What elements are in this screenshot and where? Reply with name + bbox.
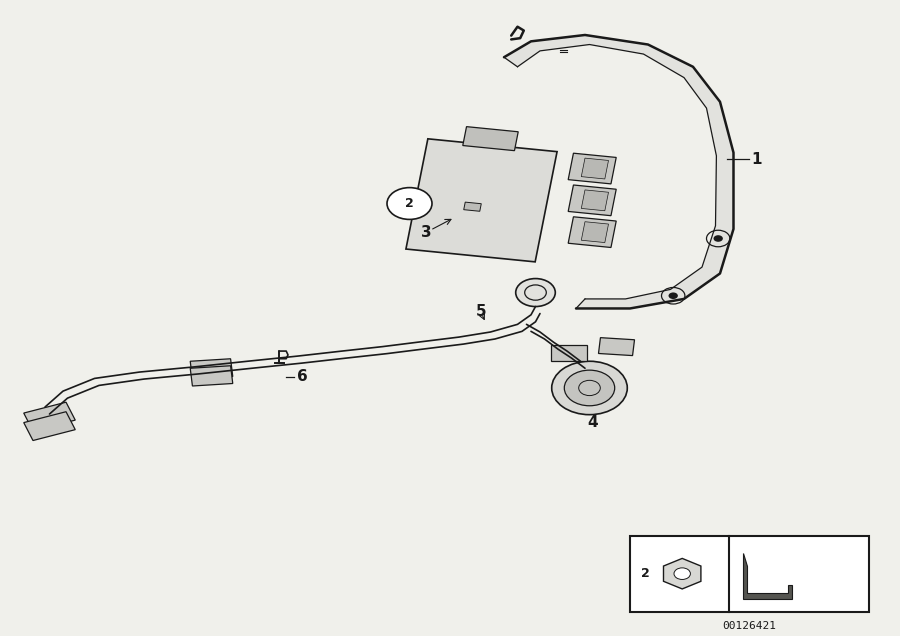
- Polygon shape: [581, 222, 608, 242]
- FancyBboxPatch shape: [630, 536, 868, 612]
- Circle shape: [516, 279, 555, 307]
- Polygon shape: [23, 411, 76, 441]
- Text: 3: 3: [421, 225, 432, 240]
- Polygon shape: [581, 190, 608, 211]
- Text: 6: 6: [297, 369, 308, 384]
- Polygon shape: [190, 366, 233, 386]
- Polygon shape: [464, 202, 482, 211]
- Text: 2: 2: [405, 197, 414, 210]
- Polygon shape: [190, 359, 233, 379]
- Polygon shape: [568, 217, 616, 247]
- Text: 4: 4: [587, 415, 598, 431]
- Polygon shape: [581, 158, 608, 179]
- Circle shape: [387, 188, 432, 219]
- Text: 2: 2: [641, 567, 650, 580]
- Text: 00126421: 00126421: [722, 621, 776, 632]
- Circle shape: [564, 370, 615, 406]
- Text: 1: 1: [752, 151, 762, 167]
- Circle shape: [552, 361, 627, 415]
- Polygon shape: [504, 35, 734, 308]
- Polygon shape: [463, 127, 518, 151]
- Circle shape: [669, 293, 678, 299]
- Circle shape: [674, 568, 690, 579]
- Polygon shape: [742, 553, 792, 599]
- Polygon shape: [23, 402, 76, 431]
- Polygon shape: [406, 139, 557, 262]
- Polygon shape: [598, 338, 634, 356]
- Polygon shape: [568, 153, 616, 184]
- Circle shape: [714, 235, 723, 242]
- Polygon shape: [568, 185, 616, 216]
- Text: 5: 5: [476, 304, 487, 319]
- Polygon shape: [663, 558, 701, 589]
- Polygon shape: [551, 345, 587, 361]
